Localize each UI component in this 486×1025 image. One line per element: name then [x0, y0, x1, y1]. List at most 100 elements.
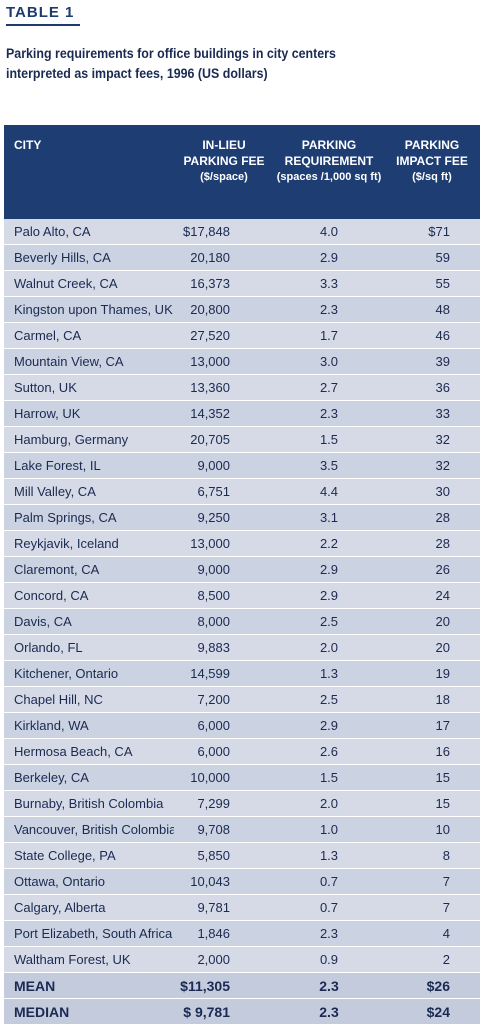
cell-impact-fee: 55 — [384, 270, 480, 297]
cell-city: Harrow, UK — [4, 400, 174, 427]
cell-parking-requirement: 2.9 — [274, 556, 384, 583]
cell-parking-requirement: 2.6 — [274, 738, 384, 765]
cell-city: Walnut Creek, CA — [4, 270, 174, 297]
table-row: Calgary, Alberta 9,781 0.7 7 — [4, 894, 480, 921]
cell-city: Mountain View, CA — [4, 348, 174, 375]
header-req-line-1: PARKING — [301, 138, 357, 152]
cell-in-lieu-fee: 13,000 — [174, 348, 274, 375]
cell-parking-requirement: 2.3 — [274, 920, 384, 947]
cell-in-lieu-fee: $17,848 — [174, 219, 274, 245]
table-row: Palo Alto, CA $17,848 4.0 $71 — [4, 219, 480, 245]
cell-in-lieu-fee: 9,000 — [174, 452, 274, 479]
summary-row: MEAN $11,305 2.3 $26 — [4, 972, 480, 999]
cell-impact-fee: 18 — [384, 686, 480, 713]
cell-city: Beverly Hills, CA — [4, 244, 174, 271]
cell-in-lieu-fee: 20,800 — [174, 296, 274, 323]
cell-parking-requirement: 1.7 — [274, 322, 384, 349]
cell-in-lieu-fee: 9,883 — [174, 634, 274, 661]
cell-impact-fee: 26 — [384, 556, 480, 583]
cell-city: Waltham Forest, UK — [4, 946, 174, 973]
cell-city: Carmel, CA — [4, 322, 174, 349]
cell-city: MEAN — [4, 972, 174, 999]
header-city-label: CITY — [14, 138, 42, 152]
cell-parking-requirement: 3.3 — [274, 270, 384, 297]
cell-city: Burnaby, British Colombia — [4, 790, 174, 817]
cell-city: Sutton, UK — [4, 374, 174, 401]
table-row: Kirkland, WA 6,000 2.9 17 — [4, 712, 480, 739]
header-fee-unit: ($/space) — [200, 171, 248, 183]
cell-parking-requirement: 2.9 — [274, 712, 384, 739]
cell-city: Kingston upon Thames, UK — [4, 296, 174, 323]
cell-in-lieu-fee: 9,250 — [174, 504, 274, 531]
table-row: Carmel, CA 27,520 1.7 46 — [4, 322, 480, 349]
cell-parking-requirement: 2.9 — [274, 244, 384, 271]
cell-parking-requirement: 1.3 — [274, 660, 384, 687]
cell-in-lieu-fee: 9,708 — [174, 816, 274, 843]
cell-in-lieu-fee: 27,520 — [174, 322, 274, 349]
summary-row: MEDIAN $ 9,781 2.3 $24 — [4, 998, 480, 1025]
table-row: Kitchener, Ontario 14,599 1.3 19 — [4, 660, 480, 687]
table-row: Palm Springs, CA 9,250 3.1 28 — [4, 504, 480, 531]
table-row: Beverly Hills, CA 20,180 2.9 59 — [4, 244, 480, 271]
cell-city: Orlando, FL — [4, 634, 174, 661]
header-fee-line-2: PARKING FEE — [183, 154, 265, 168]
cell-parking-requirement: 4.4 — [274, 478, 384, 505]
cell-impact-fee: 28 — [384, 530, 480, 557]
header-fee: IN-LIEU PARKING FEE ($/space) — [174, 125, 274, 219]
cell-city: Port Elizabeth, South Africa — [4, 920, 174, 947]
cell-parking-requirement: 0.7 — [274, 894, 384, 921]
header-impact-line-2: IMPACT FEE — [396, 154, 468, 168]
cell-parking-requirement: 2.5 — [274, 608, 384, 635]
cell-impact-fee: 20 — [384, 634, 480, 661]
cell-city: Calgary, Alberta — [4, 894, 174, 921]
table-row: Walnut Creek, CA 16,373 3.3 55 — [4, 270, 480, 297]
cell-in-lieu-fee: 5,850 — [174, 842, 274, 869]
cell-in-lieu-fee: 8,500 — [174, 582, 274, 609]
cell-parking-requirement: 4.0 — [274, 219, 384, 245]
table-row: Waltham Forest, UK 2,000 0.9 2 — [4, 946, 480, 973]
cell-city: Chapel Hill, NC — [4, 686, 174, 713]
cell-impact-fee: 15 — [384, 790, 480, 817]
table-label-underline — [6, 24, 80, 26]
header-fee-line-1: IN-LIEU — [202, 138, 246, 152]
cell-city: Kitchener, Ontario — [4, 660, 174, 687]
cell-parking-requirement: 3.5 — [274, 452, 384, 479]
cell-impact-fee: 20 — [384, 608, 480, 635]
cell-impact-fee: $26 — [384, 972, 480, 999]
cell-city: Palo Alto, CA — [4, 219, 174, 245]
cell-impact-fee: 39 — [384, 348, 480, 375]
cell-in-lieu-fee: 7,200 — [174, 686, 274, 713]
cell-impact-fee: 7 — [384, 868, 480, 895]
parking-table: CITY IN-LIEU PARKING FEE ($/space) PARKI… — [4, 125, 480, 1025]
cell-city: Reykjavik, Iceland — [4, 530, 174, 557]
cell-parking-requirement: 2.2 — [274, 530, 384, 557]
table-label: TABLE 1 — [6, 4, 75, 21]
cell-in-lieu-fee: 6,000 — [174, 738, 274, 765]
table-row: Berkeley, CA 10,000 1.5 15 — [4, 764, 480, 791]
cell-parking-requirement: 2.0 — [274, 634, 384, 661]
cell-city: Mill Valley, CA — [4, 478, 174, 505]
table-row: Hamburg, Germany 20,705 1.5 32 — [4, 426, 480, 453]
cell-in-lieu-fee: 1,846 — [174, 920, 274, 947]
table-row: Lake Forest, IL 9,000 3.5 32 — [4, 452, 480, 479]
cell-in-lieu-fee: 14,599 — [174, 660, 274, 687]
cell-in-lieu-fee: 7,299 — [174, 790, 274, 817]
table-body: Palo Alto, CA $17,848 4.0 $71 Beverly Hills,… — [4, 219, 480, 1025]
cell-impact-fee: 4 — [384, 920, 480, 947]
cell-impact-fee: 32 — [384, 452, 480, 479]
header-req-line-2: REQUIREMENT — [284, 154, 374, 168]
cell-in-lieu-fee: 14,352 — [174, 400, 274, 427]
table-row: Claremont, CA 9,000 2.9 26 — [4, 556, 480, 583]
table-row: Harrow, UK 14,352 2.3 33 — [4, 400, 480, 427]
table-row: Reykjavik, Iceland 13,000 2.2 28 — [4, 530, 480, 557]
table-row: Orlando, FL 9,883 2.0 20 — [4, 634, 480, 661]
cell-parking-requirement: 2.3 — [274, 972, 384, 999]
cell-city: Hamburg, Germany — [4, 426, 174, 453]
cell-city: Vancouver, British Colombia — [4, 816, 174, 843]
cell-parking-requirement: 3.0 — [274, 348, 384, 375]
table-header-row: CITY IN-LIEU PARKING FEE ($/space) PARKI… — [4, 125, 480, 219]
cell-parking-requirement: 0.7 — [274, 868, 384, 895]
table-row: Sutton, UK 13,360 2.7 36 — [4, 374, 480, 401]
table-row: Kingston upon Thames, UK 20,800 2.3 48 — [4, 296, 480, 323]
cell-impact-fee: 48 — [384, 296, 480, 323]
